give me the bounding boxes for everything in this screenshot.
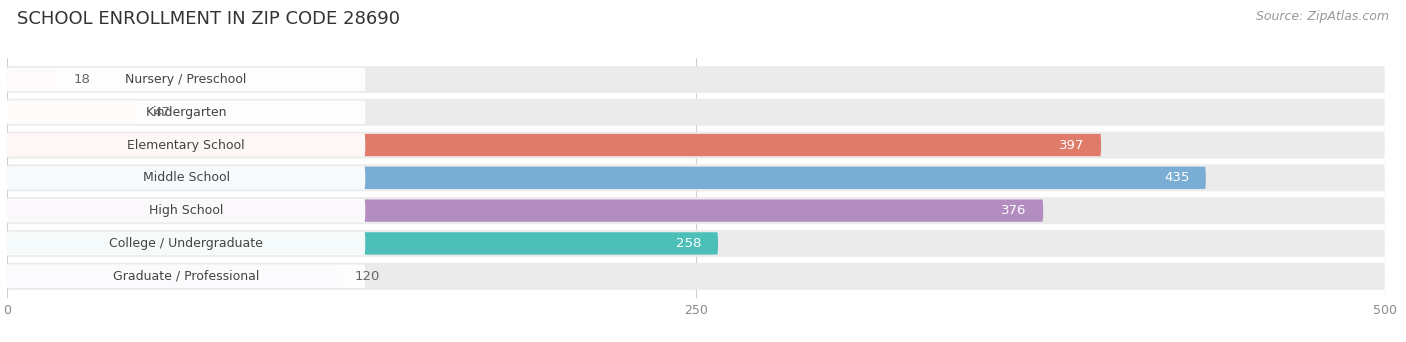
FancyBboxPatch shape <box>7 134 1101 156</box>
Text: Graduate / Professional: Graduate / Professional <box>112 270 259 283</box>
FancyBboxPatch shape <box>7 101 136 123</box>
FancyBboxPatch shape <box>1 68 366 91</box>
FancyBboxPatch shape <box>7 197 1385 224</box>
Text: 397: 397 <box>1059 139 1084 152</box>
Text: High School: High School <box>149 204 224 217</box>
FancyBboxPatch shape <box>7 199 1043 222</box>
Text: 120: 120 <box>354 270 380 283</box>
FancyBboxPatch shape <box>1 264 366 288</box>
FancyBboxPatch shape <box>7 132 1385 158</box>
Text: 376: 376 <box>1001 204 1026 217</box>
Text: SCHOOL ENROLLMENT IN ZIP CODE 28690: SCHOOL ENROLLMENT IN ZIP CODE 28690 <box>17 10 399 28</box>
FancyBboxPatch shape <box>1 101 366 124</box>
Text: 47: 47 <box>153 106 170 119</box>
FancyBboxPatch shape <box>7 265 337 287</box>
Text: Nursery / Preschool: Nursery / Preschool <box>125 73 247 86</box>
FancyBboxPatch shape <box>1 232 366 255</box>
Text: Kindergarten: Kindergarten <box>145 106 226 119</box>
Text: Source: ZipAtlas.com: Source: ZipAtlas.com <box>1256 10 1389 23</box>
FancyBboxPatch shape <box>1 133 366 157</box>
FancyBboxPatch shape <box>7 230 1385 257</box>
FancyBboxPatch shape <box>7 232 718 254</box>
Text: College / Undergraduate: College / Undergraduate <box>110 237 263 250</box>
FancyBboxPatch shape <box>1 199 366 222</box>
FancyBboxPatch shape <box>7 66 1385 93</box>
Text: Elementary School: Elementary School <box>128 139 245 152</box>
FancyBboxPatch shape <box>7 165 1385 191</box>
FancyBboxPatch shape <box>7 263 1385 290</box>
FancyBboxPatch shape <box>1 166 366 189</box>
Text: 258: 258 <box>676 237 702 250</box>
FancyBboxPatch shape <box>7 99 1385 126</box>
FancyBboxPatch shape <box>7 167 1206 189</box>
Text: 18: 18 <box>73 73 90 86</box>
FancyBboxPatch shape <box>7 68 56 91</box>
Text: Middle School: Middle School <box>142 171 229 184</box>
Text: 435: 435 <box>1164 171 1189 184</box>
